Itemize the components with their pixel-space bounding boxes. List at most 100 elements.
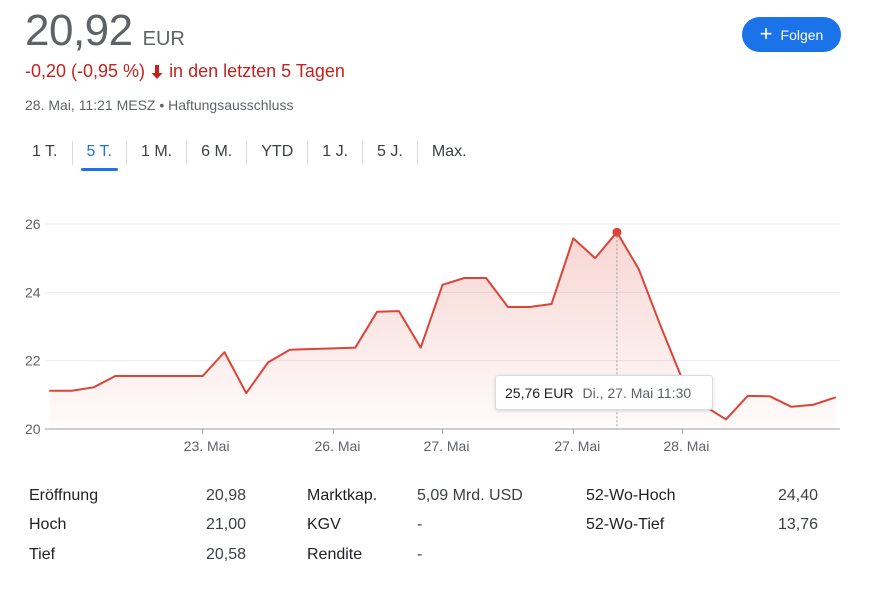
change-value: -0,20 (-0,95 %) — [25, 61, 146, 81]
stat-label: Eröffnung — [29, 486, 99, 504]
highlight-point — [612, 227, 622, 237]
data-point — [594, 257, 596, 259]
x-tick-label: 26. Mai — [315, 438, 361, 454]
tab-separator — [416, 141, 418, 165]
x-tick-label: 27. Mai — [554, 438, 600, 454]
stat-row: Eröffnung 20,98 — [29, 481, 246, 511]
stat-label: Tief — [29, 545, 56, 563]
stat-row: KGV - — [307, 511, 537, 541]
x-tick-label: 28. Mai — [663, 438, 709, 454]
stat-label: Rendite — [307, 545, 363, 563]
data-point — [71, 390, 73, 392]
stats-column-2: Marktkap. 5,09 Mrd. USD KGV - Rendite - — [307, 481, 537, 570]
stat-value: 5,09 Mrd. USD — [417, 486, 523, 504]
data-point — [790, 406, 792, 408]
data-point — [834, 397, 836, 399]
stat-value: 13,76 — [777, 516, 818, 534]
timestamp: 28. Mai, 11:21 MESZ — [25, 97, 156, 113]
stat-value: 20,98 — [205, 486, 246, 504]
tooltip-price: 25,76 EUR — [505, 384, 574, 401]
stat-label: 52-Wo-Tief — [586, 516, 665, 534]
tab-5-t[interactable]: 5 T. — [73, 135, 127, 171]
tab-separator — [362, 141, 364, 165]
data-point — [769, 395, 771, 397]
y-tick-label: 24 — [25, 284, 41, 300]
y-tick-label: 22 — [25, 353, 41, 369]
data-point — [507, 306, 509, 308]
stat-row: Tief 20,58 — [29, 540, 246, 570]
data-point — [223, 351, 225, 353]
data-point — [725, 418, 727, 420]
stat-value: - — [417, 545, 423, 563]
stat-row: Rendite - — [307, 540, 537, 570]
data-point — [485, 277, 487, 279]
price-header: 20,92 EUR — [25, 6, 185, 56]
stat-row: Marktkap. 5,09 Mrd. USD — [307, 481, 537, 511]
y-tick-label: 26 — [25, 216, 41, 232]
timestamp-line: 28. Mai, 11:21 MESZ • Haftungsausschluss — [25, 97, 293, 113]
data-point — [442, 284, 444, 286]
tooltip-date: Di., 27. Mai 11:30 — [582, 384, 692, 401]
tab-1-t[interactable]: 1 T. — [32, 143, 58, 160]
follow-label: Folgen — [780, 26, 824, 43]
data-point — [572, 237, 574, 239]
chart-tooltip: 25,76 EUR Di., 27. Mai 11:30 — [495, 375, 713, 410]
data-point — [529, 306, 531, 308]
area-fill — [50, 232, 835, 429]
x-tick-label: 27. Mai — [424, 438, 470, 454]
tab-separator — [246, 141, 248, 165]
change-period: in den letzten 5 Tagen — [169, 61, 345, 81]
data-point — [354, 347, 356, 349]
plus-icon: + — [759, 20, 773, 46]
price-change: -0,20 (-0,95 %) in den letzten 5 Tagen — [25, 61, 345, 82]
data-point — [376, 311, 378, 313]
tab-ytd[interactable]: YTD — [261, 143, 294, 160]
stat-label: Marktkap. — [307, 486, 378, 504]
range-tabs: 1 T. 5 T. 1 M. 6 M. YTD 1 J. 5 J. Max. — [18, 135, 481, 171]
follow-button[interactable]: + Folgen — [742, 17, 841, 52]
tab-separator — [126, 141, 127, 165]
arrow-down-icon — [151, 64, 163, 79]
y-tick-label: 20 — [25, 421, 41, 437]
data-point — [332, 347, 334, 349]
currency-label: EUR — [142, 28, 185, 50]
data-point — [311, 348, 313, 350]
tab-1-j[interactable]: 1 J. — [322, 143, 349, 160]
data-point — [420, 347, 422, 349]
data-point — [747, 395, 749, 397]
data-point — [49, 390, 51, 392]
current-price: 20,92 — [25, 6, 133, 55]
stat-value: 20,58 — [205, 545, 246, 563]
data-point — [660, 325, 662, 327]
stat-row: 52-Wo-Tief 13,76 — [586, 511, 818, 541]
stat-label: KGV — [307, 516, 341, 534]
tab-max[interactable]: Max. — [431, 143, 467, 160]
tab-5-j[interactable]: 5 J. — [377, 143, 403, 160]
x-tick-label: 23. Mai — [184, 438, 230, 454]
price-chart: 20 22 24 26 23. Mai 26. Mai 27. Mai 27. Mai 28. … — [25, 216, 840, 454]
stat-value: - — [417, 516, 423, 534]
data-point — [136, 375, 138, 377]
stats-column-1: Eröffnung 20,98 Hoch 21,00 Tief 20,58 — [29, 481, 246, 570]
data-point — [551, 303, 553, 305]
stat-value: 21,00 — [205, 516, 246, 534]
data-point — [180, 375, 182, 377]
stat-label: 52-Wo-Hoch — [586, 486, 676, 504]
tab-separator — [71, 141, 73, 165]
data-point — [158, 375, 160, 377]
data-point — [638, 268, 640, 270]
stat-value: 24,40 — [777, 486, 818, 504]
tab-separator — [186, 141, 188, 165]
stats-column-3: 52-Wo-Hoch 24,40 52-Wo-Tief 13,76 — [586, 481, 818, 540]
data-point — [267, 361, 269, 363]
data-point — [289, 349, 291, 351]
data-point — [398, 310, 400, 312]
data-point — [245, 392, 247, 394]
data-point — [202, 375, 204, 377]
tab-6-m[interactable]: 6 M. — [201, 143, 233, 160]
data-point — [812, 404, 814, 406]
tab-separator — [307, 141, 309, 165]
disclaimer-link[interactable]: Haftungsausschluss — [168, 97, 294, 113]
separator-dot: • — [159, 97, 165, 113]
tab-1-m[interactable]: 1 M. — [141, 143, 173, 160]
